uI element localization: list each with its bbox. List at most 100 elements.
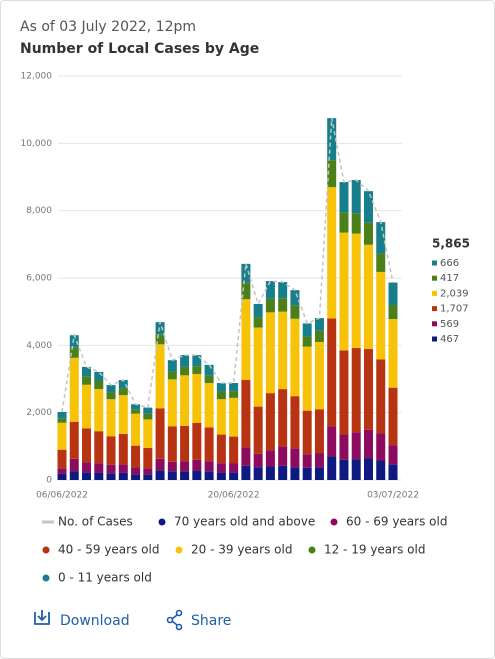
bar-segment xyxy=(229,436,239,464)
bar-segment xyxy=(216,399,226,435)
bar-segment xyxy=(339,182,349,213)
bar-segment xyxy=(388,304,398,320)
bar-segment xyxy=(118,464,128,473)
bar-segment xyxy=(106,464,116,474)
bar-segment xyxy=(94,472,104,480)
share-button[interactable]: Share xyxy=(166,609,232,631)
legend-swatch xyxy=(308,546,316,554)
bar-segment xyxy=(363,244,373,350)
bar-segment xyxy=(204,375,214,384)
summary-total: 5,865 xyxy=(432,237,470,251)
summary-value: 467 xyxy=(440,334,459,345)
bar-segment xyxy=(167,371,177,380)
bar-segment xyxy=(278,446,288,466)
bar-segment xyxy=(290,448,300,468)
bar-segment xyxy=(82,428,92,463)
bar-segment xyxy=(167,379,177,427)
summary-value: 666 xyxy=(440,258,459,269)
y-tick-label: 10,000 xyxy=(21,139,53,149)
legend-swatch xyxy=(158,518,166,526)
bar-segment xyxy=(253,303,263,318)
bar-segment xyxy=(131,404,141,410)
bar-segment xyxy=(241,447,251,466)
bar-segment xyxy=(82,472,92,480)
bar-segment xyxy=(376,460,386,480)
bar-segment xyxy=(192,470,202,480)
bar-segment xyxy=(351,213,361,234)
bar-segment xyxy=(302,336,312,347)
bar-segment xyxy=(363,458,373,480)
bar-segment xyxy=(106,473,116,480)
bar-segment xyxy=(278,389,288,447)
bar-segment xyxy=(106,392,116,400)
bar-segment xyxy=(204,383,214,428)
bar-segment xyxy=(302,410,312,455)
bar-segment xyxy=(229,472,239,480)
bar-segment xyxy=(376,433,386,461)
bar-segment xyxy=(302,346,312,411)
bar-segment xyxy=(94,431,104,464)
bar-segment xyxy=(192,459,202,471)
legend-label: 40 - 59 years old xyxy=(58,543,159,557)
bar-segment xyxy=(339,434,349,460)
share-label[interactable]: Share xyxy=(191,613,231,629)
bar-segment xyxy=(94,463,104,473)
legend-label: 70 years old and above xyxy=(174,515,315,529)
bar-segment xyxy=(302,323,312,337)
bar-segment xyxy=(131,467,141,475)
bar-segment xyxy=(155,322,165,335)
bar-segment xyxy=(155,408,165,459)
y-tick-label: 12,000 xyxy=(21,72,53,82)
x-tick-label: 20/06/2022 xyxy=(208,491,260,501)
bar-segment xyxy=(339,212,349,233)
download-button[interactable]: Download xyxy=(34,610,130,629)
bar-segment xyxy=(82,384,92,429)
bar-segment xyxy=(229,397,239,437)
summary-swatch xyxy=(432,275,437,281)
summary-swatch xyxy=(432,336,437,342)
bar-segment xyxy=(143,419,153,449)
bar-segment xyxy=(57,468,67,474)
bar-segment xyxy=(241,465,251,480)
summary-value: 569 xyxy=(440,319,459,330)
y-tick-label: 8,000 xyxy=(26,206,52,216)
bar-segment xyxy=(339,459,349,480)
bar-segment xyxy=(180,375,190,426)
bar-segment xyxy=(241,380,251,448)
bar-segment xyxy=(69,458,79,472)
bar-segment xyxy=(192,355,202,367)
bar-segment xyxy=(278,298,288,312)
x-tick-label: 06/06/2022 xyxy=(36,491,88,501)
summary-value: 417 xyxy=(440,273,459,284)
bar-segment xyxy=(253,453,263,468)
bar-segment xyxy=(216,472,226,480)
bar-segment xyxy=(229,391,239,398)
bar-segment xyxy=(376,271,386,360)
x-tick-label: 03/07/2022 xyxy=(367,491,419,501)
share-icon xyxy=(166,609,183,631)
bar-segment xyxy=(155,458,165,471)
bar-segment xyxy=(290,318,300,397)
bar-segment xyxy=(314,453,324,468)
bar-segment xyxy=(216,383,226,392)
bar-segment xyxy=(69,357,79,422)
bar-segment xyxy=(216,434,226,464)
bar-segment xyxy=(241,282,251,300)
bar-segment xyxy=(278,282,288,299)
bar-segment xyxy=(388,464,398,480)
bar-segment xyxy=(253,406,263,454)
bar-segment xyxy=(351,233,361,349)
bar-segment xyxy=(265,466,275,480)
bar-segment xyxy=(192,373,202,423)
download-label[interactable]: Download xyxy=(60,613,130,629)
summary-swatch xyxy=(432,260,437,266)
bar-segment xyxy=(131,409,141,414)
bar-segment xyxy=(143,413,153,420)
bar-segment xyxy=(167,360,177,372)
bar-segment xyxy=(94,371,104,382)
legend-swatch xyxy=(42,574,50,582)
bar-segment xyxy=(82,462,92,473)
bar-segment xyxy=(327,318,337,427)
bar-segment xyxy=(143,468,153,475)
